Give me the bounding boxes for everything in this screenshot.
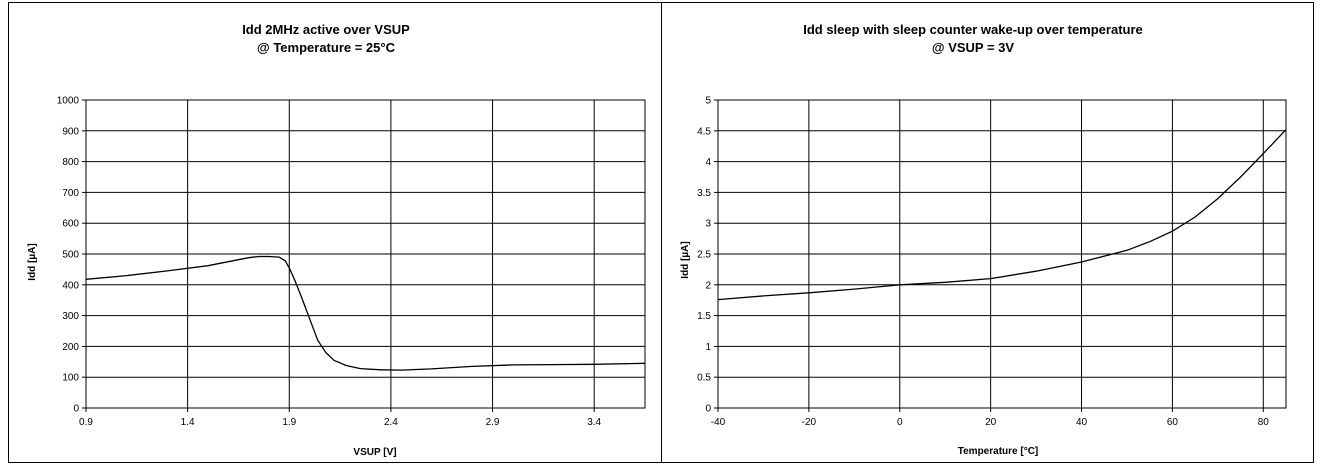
chart-2-ytick-label: 1.5	[697, 311, 711, 322]
chart-2-series-line	[717, 129, 1287, 301]
chart-1-ytick-label: 500	[62, 250, 79, 261]
chart-2-xtick-label: -20	[802, 417, 817, 428]
chart-2-title: Idd sleep with sleep counter wake-up ove…	[803, 22, 1143, 37]
chart-1-plot-area	[85, 99, 646, 409]
chart-1-ytick-label: 100	[62, 373, 79, 384]
chart-1-xtick-label: 2.9	[486, 417, 500, 428]
chart-1-xtick-label: 1.4	[181, 417, 195, 428]
chart-2-xtick-label: 20	[985, 417, 997, 428]
chart-1-xtick-label: 0.9	[79, 417, 93, 428]
chart-1-series-line	[85, 255, 646, 371]
chart-1-ytick-label: 400	[62, 280, 79, 291]
chart-2-xlabel: Temperature [°C]	[958, 446, 1039, 457]
chart-1-xlabel: VSUP [V]	[353, 447, 396, 458]
chart-2-plot: 0 0.5 1 1.5 2 2.5 3 3.5 4 4.5 5 -40 -20 0 20 40 60 80	[697, 96, 1287, 428]
chart-2-ytick-label: 4.5	[697, 126, 711, 137]
chart-1-xtick-label: 1.9	[282, 417, 296, 428]
chart-2-ytick-label: 3	[705, 219, 711, 230]
chart-2-ytick-label: 0.5	[697, 373, 711, 384]
chart-1-xtick-label: 3.4	[587, 417, 601, 428]
chart-2-ytick-label: 0	[705, 404, 711, 415]
chart-2-ylabel: Idd [µA]	[680, 241, 691, 278]
chart-2-ytick-label: 2	[705, 280, 711, 291]
chart-2-ytick-label: 2.5	[697, 250, 711, 261]
chart-2-ytick-label: 5	[705, 96, 711, 107]
chart-svg: Idd 2MHz active over VSUP @ Temperature …	[8, 2, 1314, 463]
chart-1-ytick-label: 700	[62, 188, 79, 199]
chart-1-ytick-label: 800	[62, 157, 79, 168]
chart-1-subtitle: @ Temperature = 25°C	[257, 40, 396, 55]
chart-2-xtick-label: 0	[897, 417, 903, 428]
chart-2-xtick-label: -40	[711, 417, 726, 428]
chart-1-ylabel: Idd [µA]	[27, 243, 38, 280]
chart-1-ytick-label: 200	[62, 342, 79, 353]
chart-2-ytick-label: 4	[705, 157, 711, 168]
chart-1-ytick-label: 600	[62, 219, 79, 230]
chart-2-xtick-label: 40	[1076, 417, 1088, 428]
chart-2-plot-area	[717, 99, 1287, 409]
chart-2-ytick-label: 1	[705, 342, 711, 353]
chart-1-title: Idd 2MHz active over VSUP	[242, 22, 410, 37]
chart-1-ytick-label: 0	[73, 404, 79, 415]
chart-2-ytick-label: 3.5	[697, 188, 711, 199]
chart-2-xtick-label: 80	[1258, 417, 1270, 428]
chart-1-ytick-label: 300	[62, 311, 79, 322]
chart-1-xtick-label: 2.4	[384, 417, 398, 428]
chart-1-plot: 0 100 200 300 400 500 600 700 800 900 1000 0.9 1.4 1.…	[57, 96, 646, 428]
chart-2-subtitle: @ VSUP = 3V	[932, 40, 1014, 55]
chart-2-xtick-label: 60	[1167, 417, 1179, 428]
chart-1-ytick-label: 1000	[57, 96, 80, 107]
chart-1-ytick-label: 900	[62, 126, 79, 137]
chart-figure: Idd 2MHz active over VSUP @ Temperature …	[8, 2, 1314, 463]
